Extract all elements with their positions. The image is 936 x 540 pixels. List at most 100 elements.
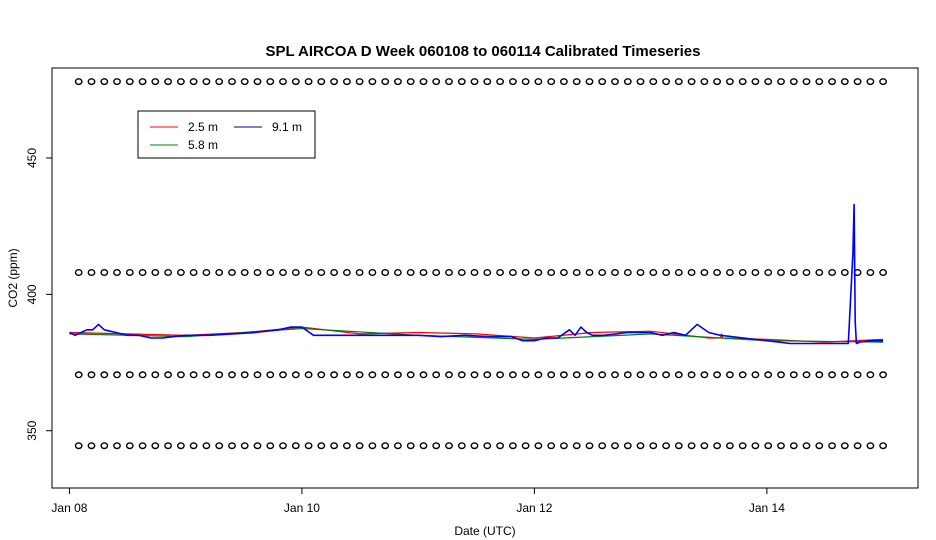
reference-marker (853, 78, 862, 86)
reference-marker (317, 269, 326, 277)
reference-marker (253, 269, 262, 277)
reference-marker (662, 442, 670, 450)
reference-marker (164, 442, 173, 450)
reference-marker (547, 78, 556, 86)
reference-marker (713, 78, 721, 86)
reference-marker (304, 269, 313, 277)
reference-marker (828, 442, 836, 450)
reference-marker (342, 371, 351, 379)
reference-marker (879, 269, 887, 277)
reference-marker (113, 442, 121, 450)
reference-marker (687, 371, 696, 379)
reference-marker (649, 269, 658, 277)
reference-marker (726, 78, 734, 86)
reference-marker (828, 371, 836, 379)
reference-marker (585, 269, 594, 277)
reference-marker (355, 269, 364, 277)
reference-marker (534, 78, 543, 86)
reference-marker (368, 442, 377, 450)
reference-marker (470, 371, 479, 379)
reference-marker (815, 442, 824, 450)
legend-box (137, 110, 316, 159)
reference-marker (445, 78, 453, 86)
reference-marker (151, 269, 160, 277)
reference-marker (598, 371, 607, 379)
reference-marker (674, 442, 683, 450)
reference-marker (87, 78, 96, 86)
reference-marker (330, 269, 338, 277)
reference-marker (432, 442, 441, 450)
reference-marker (406, 371, 415, 379)
reference-marker (534, 269, 543, 277)
reference-marker (100, 78, 109, 86)
reference-marker (240, 78, 249, 86)
x-tick-label: Jan 10 (284, 501, 320, 515)
reference-marker (687, 442, 696, 450)
legend-label-9-1m: 9.1 m (272, 120, 302, 134)
reference-marker (815, 269, 824, 277)
reference-marker (521, 371, 530, 379)
reference-marker (253, 371, 262, 379)
reference-marker (240, 442, 249, 450)
reference-marker (74, 442, 83, 450)
reference-marker (342, 269, 351, 277)
reference-marker (674, 269, 683, 277)
reference-marker (738, 78, 747, 86)
reference-marker (202, 269, 211, 277)
reference-marker (738, 442, 747, 450)
reference-marker (406, 78, 415, 86)
reference-marker (368, 269, 377, 277)
reference-marker (330, 78, 338, 86)
reference-marker (100, 269, 109, 277)
reference-marker (509, 371, 517, 379)
reference-marker (87, 269, 96, 277)
reference-marker (751, 269, 760, 277)
reference-marker (840, 78, 849, 86)
reference-marker (228, 78, 236, 86)
reference-marker (125, 269, 134, 277)
reference-marker (355, 442, 364, 450)
reference-marker (560, 78, 568, 86)
reference-marker (636, 78, 645, 86)
reference-marker (113, 78, 121, 86)
reference-marker (828, 269, 836, 277)
reference-marker (726, 371, 734, 379)
reference-marker (253, 78, 262, 86)
reference-marker (840, 442, 849, 450)
reference-marker (164, 78, 173, 86)
reference-marker (279, 442, 287, 450)
reference-marker (176, 371, 185, 379)
reference-marker (483, 371, 492, 379)
legend: 2.5 m 9.1 m 5.8 m (137, 110, 316, 159)
reference-marker (789, 269, 798, 277)
chart-title: SPL AIRCOA D Week 060108 to 060114 Calib… (266, 43, 701, 60)
reference-marker (138, 269, 147, 277)
reference-marker (547, 371, 556, 379)
reference-marker (330, 371, 338, 379)
reference-marker (470, 269, 479, 277)
reference-marker (598, 78, 607, 86)
reference-marker (572, 269, 581, 277)
reference-marker (560, 269, 568, 277)
reference-marker (611, 78, 619, 86)
reference-marker (585, 371, 594, 379)
reference-marker (521, 269, 530, 277)
reference-marker (700, 371, 709, 379)
reference-marker (879, 442, 887, 450)
y-tick-label: 400 (25, 284, 39, 304)
reference-marker (202, 371, 211, 379)
reference-marker (636, 371, 645, 379)
reference-marker (496, 371, 504, 379)
reference-marker (304, 371, 313, 379)
reference-marker (393, 442, 402, 450)
reference-marker (815, 371, 824, 379)
reference-marker (751, 78, 760, 86)
reference-marker (547, 442, 556, 450)
reference-marker (228, 371, 236, 379)
reference-marker (623, 78, 632, 86)
reference-marker (483, 442, 492, 450)
reference-marker (100, 442, 109, 450)
reference-marker (176, 442, 185, 450)
reference-marker (521, 78, 530, 86)
